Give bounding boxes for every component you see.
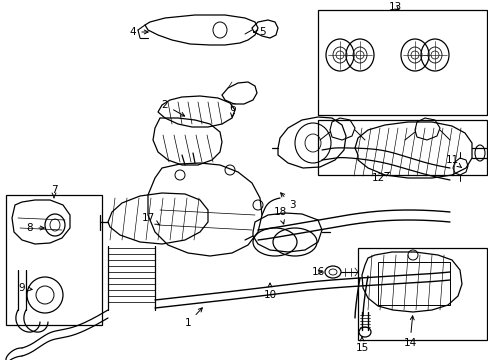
Text: 16: 16 [311,267,324,277]
Text: 18: 18 [273,207,286,224]
Text: 7: 7 [51,185,57,198]
Text: 10: 10 [263,283,276,300]
Text: 15: 15 [355,337,368,353]
Text: 4: 4 [129,27,148,37]
Text: 9: 9 [19,283,32,293]
Text: 8: 8 [27,223,44,233]
Text: 3: 3 [280,193,295,210]
Text: 14: 14 [403,316,416,348]
Text: 17: 17 [141,213,160,225]
Text: 13: 13 [387,2,401,12]
Bar [357,248,486,340]
Text: 12: 12 [370,172,389,183]
Bar [317,120,486,175]
Text: 11: 11 [445,155,461,168]
Text: 2: 2 [162,100,184,116]
Text: 1: 1 [184,308,202,328]
Text: 6: 6 [229,103,236,117]
Bar [317,10,486,115]
Bar [6,195,102,325]
Text: 5: 5 [253,27,266,37]
